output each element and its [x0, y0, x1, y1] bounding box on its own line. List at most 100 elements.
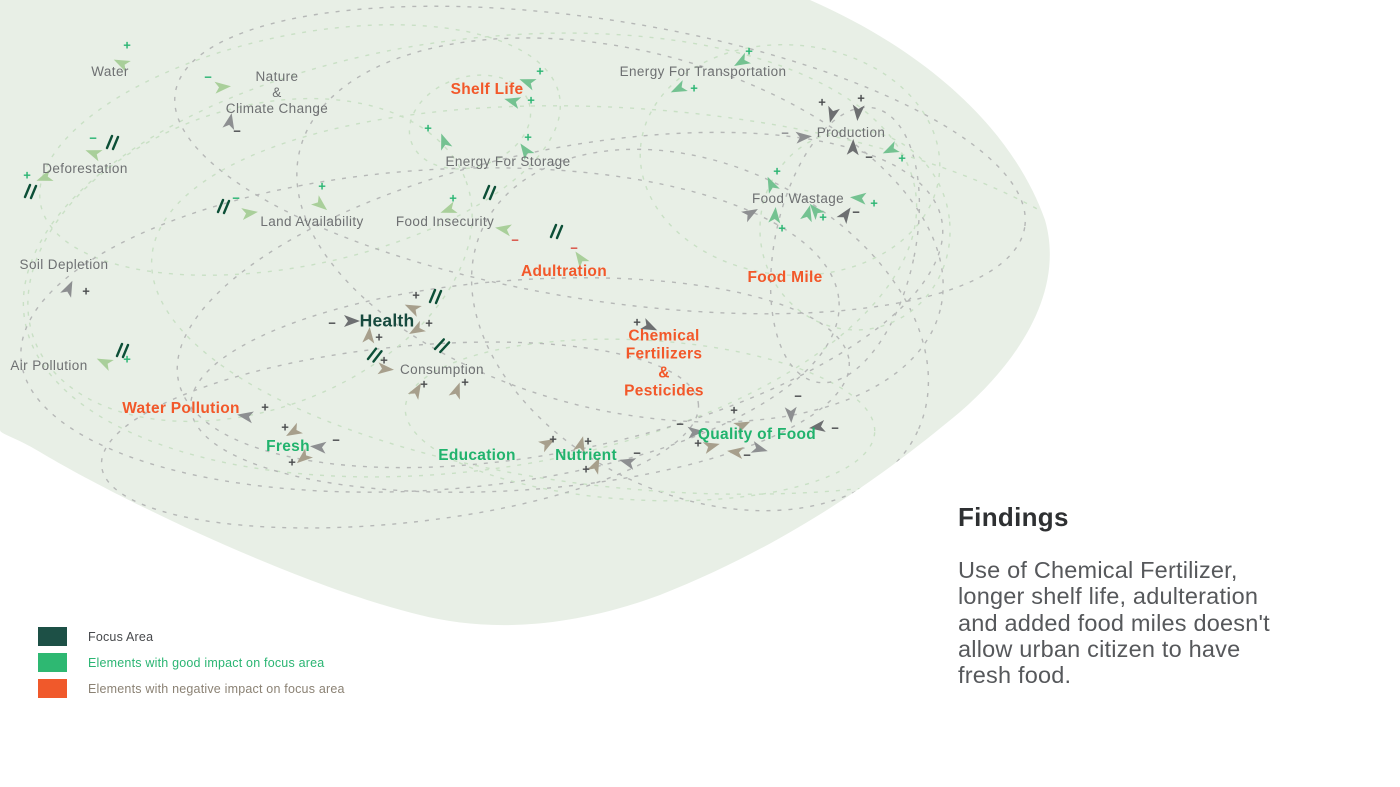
plus-sign: +: [536, 64, 544, 79]
flow-arrowhead: [441, 133, 453, 151]
node-nutrient: Nutrient: [555, 446, 617, 464]
flow-arrowhead: [286, 422, 303, 436]
minus-sign: −: [831, 421, 839, 436]
node-land-availability: Land Availability: [260, 214, 364, 230]
loop-curve: [174, 5, 1026, 315]
loop-curve: [150, 105, 1050, 495]
delay-mark: [549, 223, 564, 240]
plus-sign: +: [288, 455, 296, 470]
flow-arrowhead: [310, 441, 327, 454]
flow-arrowhead: [573, 436, 585, 454]
loop-curve: [20, 167, 840, 493]
node-quality-of-food: Quality of Food: [697, 425, 817, 443]
legend-item-negative-impact: Elements with negative impact on focus a…: [38, 679, 345, 698]
flow-arrowhead: [296, 448, 313, 464]
minus-sign: −: [233, 124, 241, 139]
loop-curve: [100, 341, 700, 529]
flow-arrowhead: [750, 441, 768, 453]
plus-sign: +: [281, 420, 289, 435]
plus-sign: +: [375, 330, 383, 345]
minus-sign: −: [328, 316, 336, 331]
node-soil-depletion: Soil Depletion: [19, 257, 109, 273]
plus-sign: +: [123, 352, 131, 367]
flow-arrowhead: [587, 457, 600, 475]
plus-sign: +: [527, 93, 535, 108]
flow-arrowhead: [60, 280, 73, 298]
plus-sign: +: [730, 403, 738, 418]
loop-curve: [470, 148, 930, 512]
plus-sign: +: [261, 400, 269, 415]
flow-arrowhead: [795, 131, 812, 144]
flow-arrowhead: [828, 105, 840, 123]
flow-arrowhead: [733, 421, 751, 434]
plus-sign: +: [318, 179, 326, 194]
flow-arrowhead: [36, 169, 54, 181]
flow-arrowhead: [809, 203, 825, 220]
flow-arrowhead: [640, 318, 658, 331]
flow-arrowhead: [734, 52, 751, 66]
plus-sign: +: [898, 151, 906, 166]
plus-sign: +: [870, 196, 878, 211]
flow-arrowhead: [852, 104, 865, 121]
flow-arrowhead: [214, 81, 231, 94]
flow-arrowhead: [504, 97, 522, 109]
findings-title: Findings: [958, 502, 1069, 532]
flow-arrowhead: [727, 447, 744, 460]
flow-arrowhead: [784, 406, 797, 423]
loop-curve: [408, 74, 532, 170]
node-food-wastage: Food Wastage: [751, 191, 845, 207]
plus-sign: +: [745, 44, 753, 59]
flow-arrowhead: [440, 201, 458, 213]
minus-sign: −: [232, 191, 240, 206]
minus-sign: −: [865, 150, 873, 165]
plus-sign: +: [857, 91, 865, 106]
delay-mark: [366, 347, 383, 363]
legend-label: Elements with negative impact on focus a…: [88, 681, 345, 696]
minus-sign: −: [676, 417, 684, 432]
plus-sign: +: [549, 432, 557, 447]
plus-sign: +: [412, 288, 420, 303]
flow-arrowhead: [409, 320, 426, 334]
flow-arrowhead: [237, 411, 254, 424]
plus-sign: +: [380, 353, 388, 368]
good-impact-swatch: [38, 653, 67, 672]
flow-arrowhead: [687, 426, 704, 439]
legend: Focus Area Elements with good impact on …: [38, 627, 345, 705]
legend-item-focus-area: Focus Area: [38, 627, 345, 646]
delay-mark: [428, 288, 443, 305]
flow-arrowhead: [882, 141, 900, 154]
node-health: Health: [359, 310, 415, 331]
loop-curve: [176, 131, 944, 469]
node-fresh: Fresh: [266, 437, 310, 455]
minus-sign: −: [794, 389, 802, 404]
node-water-pollution: Water Pollution: [122, 399, 240, 417]
node-food-mile: Food Mile: [747, 268, 823, 286]
node-nature-climate-change: Nature & Climate Change: [225, 69, 329, 116]
flow-arrowhead: [670, 80, 688, 93]
delay-mark: [216, 198, 231, 215]
plus-sign: +: [778, 221, 786, 236]
node-adultration: Adultration: [521, 262, 607, 280]
findings-panel: Findings Use of Chemical Fertilizer, lon…: [958, 502, 1310, 689]
loop-curve: [404, 338, 876, 502]
minus-sign: −: [743, 448, 751, 463]
flow-arrowhead: [407, 383, 421, 400]
flow-arrowhead: [836, 207, 851, 224]
flow-arrowhead: [850, 192, 867, 205]
plus-sign: +: [82, 284, 90, 299]
node-deforestation: Deforestation: [42, 161, 128, 177]
legend-label: Elements with good impact on focus area: [88, 655, 325, 670]
flow-arrowhead: [311, 195, 328, 211]
minus-sign: −: [511, 233, 519, 248]
flow-arrowhead: [538, 439, 555, 453]
plus-sign: +: [425, 316, 433, 331]
plus-sign: +: [420, 377, 428, 392]
flow-arrowhead: [767, 176, 780, 194]
focus-area-swatch: [38, 627, 67, 646]
flow-arrowhead: [362, 327, 375, 344]
flow-arrowhead: [344, 315, 360, 327]
flow-arrowhead: [741, 209, 758, 223]
plus-sign: +: [582, 462, 590, 477]
minus-sign: −: [570, 241, 578, 256]
plus-sign: +: [461, 375, 469, 390]
